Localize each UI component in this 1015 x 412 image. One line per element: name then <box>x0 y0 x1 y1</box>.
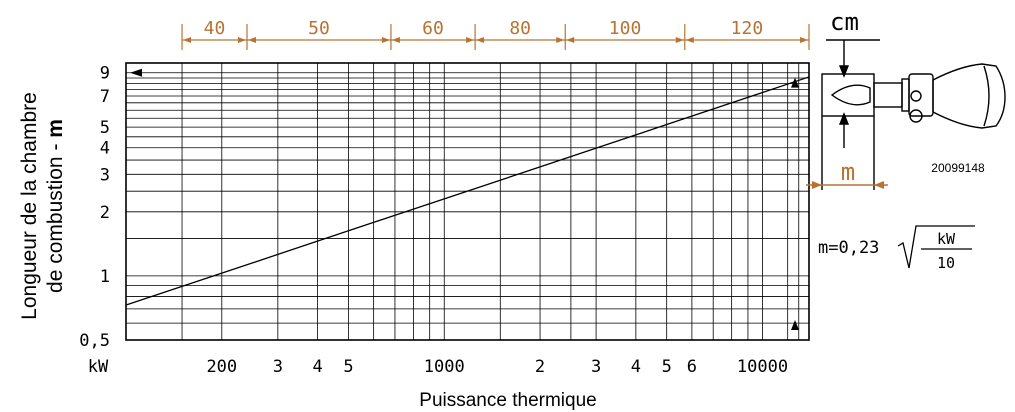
scale-segment-label: 120 <box>731 18 764 39</box>
formula: m=0,23 kW 10 <box>818 225 975 272</box>
y-tick-label: 1 <box>100 267 110 287</box>
x-tick-label: 6 <box>687 357 697 377</box>
drawing-code: 20099148 <box>931 161 985 175</box>
arrow-marker-right-bottom <box>791 320 799 330</box>
formula-lhs: m=0,23 <box>818 238 879 258</box>
flame-shape <box>830 84 871 106</box>
x-tick-label: 10000 <box>737 357 788 377</box>
y-tick-label: 0,5 <box>79 331 110 351</box>
x-tick-label: 3 <box>273 357 283 377</box>
chart-grid <box>125 62 810 341</box>
x-axis-title: Puissance thermique <box>419 390 596 411</box>
scale-arrowhead <box>476 37 485 43</box>
x-tick-label: 3 <box>591 357 601 377</box>
y-axis-title-unit: m <box>44 119 67 138</box>
scale-segment-label: 40 <box>204 18 226 39</box>
scale-arrowhead <box>566 37 575 43</box>
y-tick-label: 5 <box>100 118 110 138</box>
x-tick-label: 4 <box>312 357 322 377</box>
scale-arrowhead <box>391 37 400 43</box>
x-tick-label: 5 <box>662 357 672 377</box>
y-tick-label: 7 <box>100 87 110 107</box>
burner-housing-edge <box>983 65 990 127</box>
formula-root-sign <box>897 225 975 269</box>
length-label: m <box>841 158 855 186</box>
scale-arrowhead <box>685 37 694 43</box>
y-axis-title-line1: Longueur de la chambre <box>18 92 41 320</box>
scale-arrowhead <box>381 37 390 43</box>
x-tick-label: 1000 <box>424 357 465 377</box>
scale-arrowhead <box>466 37 475 43</box>
burner-knob-2 <box>909 109 923 123</box>
arrow-marker-right-top <box>791 77 799 88</box>
y-tick-label: 9 <box>100 64 110 84</box>
burner-knob-1 <box>910 90 922 102</box>
series-line <box>125 76 810 306</box>
scale-arrowhead <box>183 37 192 43</box>
x-tick-label: 2 <box>535 357 545 377</box>
scale-arrowhead <box>238 37 247 43</box>
y-axis-title-text: de combustion - <box>44 138 67 293</box>
diameter-scale: 40 50 60 80 100 120 <box>181 18 810 50</box>
formula-denominator: 10 <box>937 254 955 272</box>
plot-frame <box>125 62 810 341</box>
arrow-marker-left <box>130 68 142 77</box>
x-tick-label: 4 <box>631 357 641 377</box>
diameter-arrowhead-top <box>838 65 850 78</box>
burner-housing <box>932 63 1006 129</box>
x-tick-label: 5 <box>343 357 353 377</box>
diameter-unit-label: cm <box>830 8 859 36</box>
combustion-chamber-outline <box>821 73 875 117</box>
length-arrowhead-left <box>812 181 822 189</box>
chart-series <box>125 68 810 330</box>
y-tick-label: 3 <box>100 165 110 185</box>
formula-numerator: kW <box>937 230 956 248</box>
scale-segment-label: 100 <box>609 18 642 39</box>
y-tick-label: 2 <box>100 203 110 223</box>
scale-arrowhead <box>675 37 684 43</box>
scale-arrowhead <box>800 37 808 43</box>
y-tick-label: 4 <box>100 139 110 159</box>
scale-segment-label: 60 <box>422 18 444 39</box>
burner-tube <box>873 82 903 108</box>
length-arrowhead-right <box>874 181 884 189</box>
scale-arrowhead <box>556 37 565 43</box>
y-axis-title-line2: de combustion - m <box>44 119 67 293</box>
scale-segment-label: 80 <box>509 18 531 39</box>
scale-segment-label: 50 <box>308 18 330 39</box>
x-tick-label: 200 <box>206 357 237 377</box>
diameter-arrowhead-bottom <box>838 112 850 125</box>
burner-flange <box>901 78 910 112</box>
burner-illustration: cm m <box>806 8 1006 190</box>
x-axis-unit-label: kW <box>88 357 109 377</box>
scale-arrowhead <box>248 37 257 43</box>
